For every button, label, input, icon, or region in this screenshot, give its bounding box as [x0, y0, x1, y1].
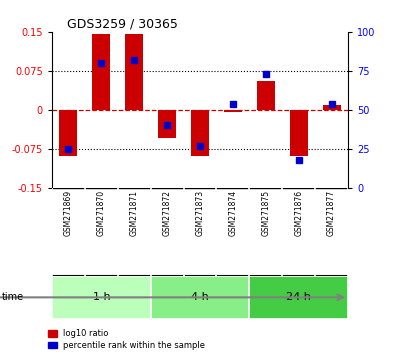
Text: GSM271869: GSM271869 [64, 190, 73, 236]
Bar [158, 110, 176, 138]
Text: GSM271874: GSM271874 [228, 190, 237, 236]
Bar [52, 276, 151, 319]
Text: GSM271871: GSM271871 [130, 190, 139, 236]
Bar [151, 276, 249, 319]
Bar [249, 276, 348, 319]
Text: GSM271876: GSM271876 [294, 190, 303, 236]
Text: time: time [2, 292, 24, 302]
Bar [290, 110, 308, 156]
Text: GSM271872: GSM271872 [163, 190, 172, 236]
Bar [92, 34, 110, 110]
Bar [125, 34, 143, 110]
Bar [257, 81, 275, 110]
Text: 24 h: 24 h [286, 292, 311, 302]
Bar [191, 110, 209, 156]
Legend: log10 ratio, percentile rank within the sample: log10 ratio, percentile rank within the … [48, 329, 205, 350]
Text: GSM271877: GSM271877 [327, 190, 336, 236]
Text: GSM271870: GSM271870 [97, 190, 106, 236]
Bar [224, 110, 242, 112]
Text: GDS3259 / 30365: GDS3259 / 30365 [67, 18, 178, 31]
Text: 1 h: 1 h [92, 292, 110, 302]
Bar [59, 110, 78, 156]
Text: GSM271873: GSM271873 [196, 190, 204, 236]
Text: 4 h: 4 h [191, 292, 209, 302]
Bar [322, 104, 340, 110]
Text: GSM271875: GSM271875 [261, 190, 270, 236]
